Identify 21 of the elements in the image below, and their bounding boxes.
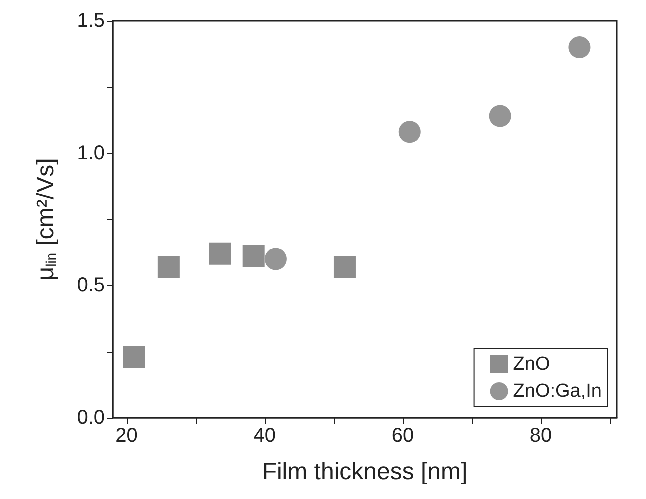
text: 0.0 (77, 407, 105, 429)
x-tick-label: 40 (254, 425, 276, 447)
x-axis-title: Film thickness [nm] (262, 458, 468, 486)
y-tick-label: 1.0 (77, 142, 105, 164)
y-tick-label: 0.5 (77, 274, 105, 297)
point (264, 248, 287, 270)
legend-label: ZnO:Ga,In (513, 381, 602, 402)
y-tick-label: 1.5 (77, 10, 105, 32)
point (209, 242, 232, 265)
point (158, 256, 180, 278)
point (242, 246, 265, 268)
point (489, 105, 512, 128)
legend-label: ZnO (513, 354, 550, 375)
point (568, 36, 591, 58)
point (398, 121, 421, 144)
x-tick-label: 20 (116, 425, 138, 447)
y-axis-title: μlin [cm²/Vs] (32, 158, 60, 281)
x-tick-label: 80 (530, 425, 552, 447)
x-tick-label: 60 (392, 425, 414, 447)
point (123, 346, 146, 368)
point (334, 256, 356, 278)
